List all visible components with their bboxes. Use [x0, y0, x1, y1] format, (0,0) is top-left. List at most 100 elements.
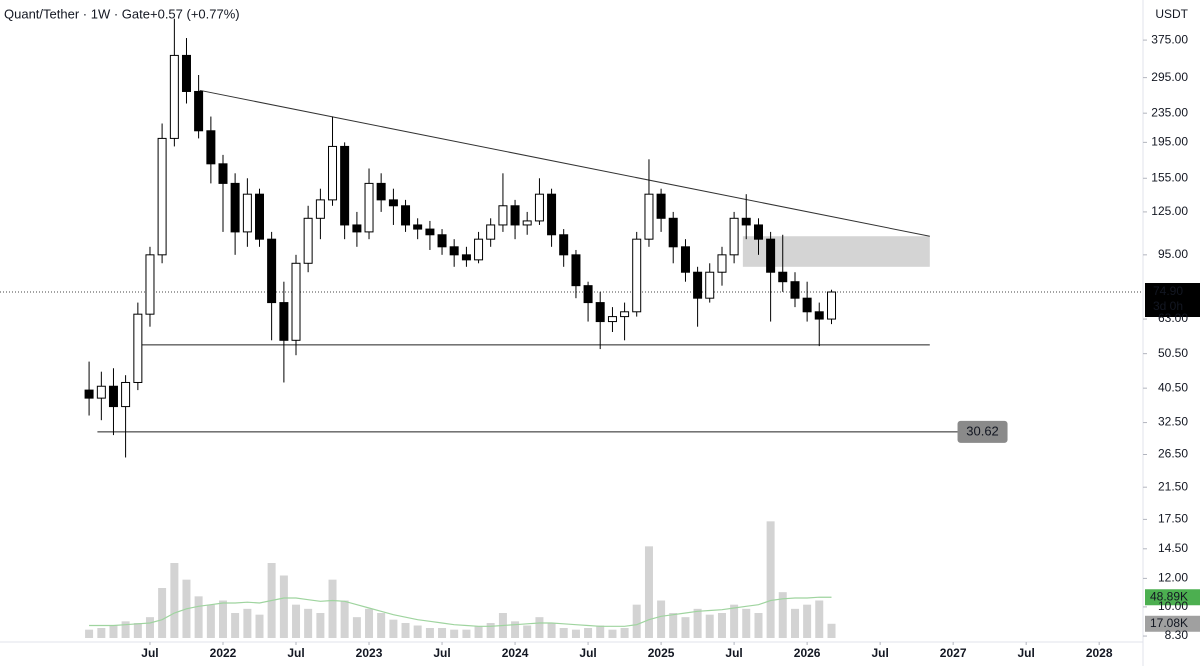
y-tick-label: 95.00 — [1158, 247, 1188, 261]
volume-tag-bg — [1145, 589, 1200, 606]
candle-body — [778, 271, 788, 283]
y-tick-label: 40.50 — [1158, 380, 1188, 394]
volume-bar — [413, 625, 422, 638]
candle-body — [753, 224, 763, 240]
volume-bar — [145, 617, 154, 638]
x-tick-label: Jul — [725, 646, 742, 660]
x-tick-label: 2027 — [940, 646, 967, 660]
volume-bar — [559, 628, 568, 638]
candle-body — [474, 238, 484, 261]
volume-bar — [754, 613, 763, 638]
volume-bar — [766, 521, 775, 638]
candle-body — [352, 224, 362, 233]
volume-bar — [644, 546, 653, 638]
candle-body — [486, 224, 496, 240]
volume-bar — [717, 613, 726, 638]
y-tick-label: 14.50 — [1158, 541, 1188, 555]
volume-bar — [158, 588, 167, 638]
x-tick-label: Jul — [871, 646, 888, 660]
y-tick-label: 12.00 — [1158, 571, 1188, 585]
candle-body — [632, 238, 642, 313]
candle-body — [534, 193, 544, 222]
candle-body — [242, 193, 252, 233]
volume-bar — [133, 623, 142, 638]
candle-body — [814, 311, 824, 320]
volume-bar — [352, 617, 361, 638]
volume-bar — [462, 629, 471, 638]
volume-bar — [97, 628, 106, 638]
volume-bar — [292, 604, 301, 638]
volume-bar — [328, 579, 337, 638]
volume-bar — [571, 629, 580, 638]
volume-ma-line — [89, 596, 832, 627]
volume-bar — [669, 613, 678, 638]
y-tick-label: 10.00 — [1158, 599, 1188, 613]
candle-body — [693, 271, 703, 299]
y-tick-label: 26.50 — [1158, 447, 1188, 461]
candle-body — [96, 385, 106, 399]
chart-title: Quant/Tether · 1W · Gate — [4, 6, 150, 21]
candle-body — [595, 302, 605, 323]
candle-body — [437, 234, 447, 248]
x-tick-label: 2026 — [794, 646, 821, 660]
volume-bar — [218, 600, 227, 638]
candle-body — [461, 254, 471, 261]
candle-body — [169, 54, 179, 139]
volume-bar — [535, 617, 544, 638]
y-tick-label: 17.50 — [1158, 512, 1188, 526]
volume-bar — [632, 604, 641, 638]
volume-bar — [827, 623, 836, 638]
volume-bar — [486, 623, 495, 638]
volume-bar — [438, 628, 447, 638]
volume-bar — [85, 629, 94, 638]
x-tick-label: Jul — [1018, 646, 1035, 660]
candle-body — [705, 271, 715, 299]
volume-bar — [279, 575, 288, 638]
candle-body — [267, 238, 277, 304]
candle-body — [498, 205, 508, 226]
candle-body — [328, 145, 338, 201]
volume-bar — [474, 626, 483, 638]
volume-bar — [693, 608, 702, 638]
candle-body — [194, 90, 204, 132]
volume-bar — [742, 608, 751, 638]
candle-body — [84, 389, 94, 399]
x-tick-label: 2023 — [356, 646, 383, 660]
candle-body — [644, 193, 654, 240]
volume-bar — [584, 628, 593, 638]
x-tick-label: 2028 — [1086, 646, 1113, 660]
candle-body — [559, 234, 569, 256]
candle-body — [279, 302, 289, 341]
y-tick-label: 375.00 — [1151, 32, 1188, 46]
candle-body — [401, 205, 411, 226]
candle-body — [157, 137, 167, 256]
candle-body — [425, 228, 435, 236]
volume-bar — [365, 608, 374, 638]
volume-bar — [450, 629, 459, 638]
candle-body — [255, 193, 265, 240]
candle-body — [230, 182, 240, 233]
candle-body — [547, 193, 557, 236]
volume-tag-bg — [1145, 615, 1200, 632]
y-tick-label: 50.50 — [1158, 346, 1188, 360]
volume-bar — [206, 604, 215, 638]
candle-body — [680, 246, 690, 273]
last-price-tag: 74.90 — [1153, 284, 1183, 298]
candle-body — [121, 381, 131, 408]
candle-body — [790, 281, 800, 299]
countdown: 3d 0h — [1153, 299, 1183, 313]
volume-bar — [377, 613, 386, 638]
y-tick-label: 295.00 — [1151, 70, 1188, 84]
y-tick-label: 125.00 — [1151, 204, 1188, 218]
volume-bar — [608, 629, 617, 638]
candle-body — [729, 217, 739, 256]
volume-tag: 17.08K — [1150, 616, 1188, 630]
y-tick-label: 155.00 — [1151, 170, 1188, 184]
candle-body — [741, 217, 751, 226]
candle-body — [340, 145, 350, 226]
y-tick-label: 32.50 — [1158, 415, 1188, 429]
volume-bar — [791, 608, 800, 638]
volume-bar — [243, 608, 252, 638]
trendline — [199, 89, 930, 237]
